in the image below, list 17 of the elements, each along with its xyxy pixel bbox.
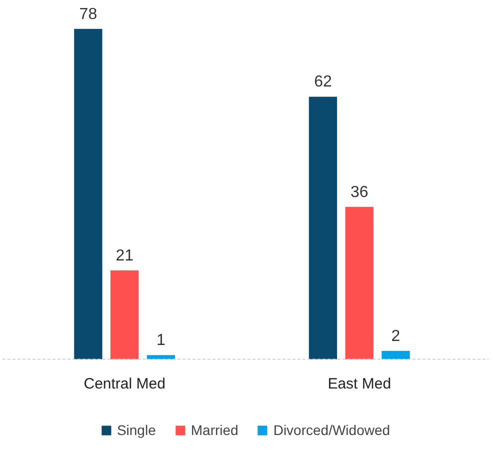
- legend-label: Divorced/Widowed: [273, 422, 390, 438]
- bar: [345, 206, 374, 360]
- data-label: 1: [156, 332, 166, 350]
- data-label: 21: [116, 247, 134, 264]
- bar: [382, 350, 410, 360]
- bar: [308, 96, 338, 360]
- data-label: 2: [391, 328, 400, 345]
- x-tick-label: Central Med: [84, 375, 166, 392]
- data-label: 36: [350, 184, 368, 201]
- bar: [146, 355, 176, 360]
- bar: [110, 270, 139, 360]
- data-label: 78: [79, 6, 98, 23]
- bar: [74, 28, 102, 360]
- x-tick-label: East Med: [328, 375, 392, 392]
- legend-label: Married: [190, 422, 238, 438]
- legend-label: Single: [116, 422, 156, 438]
- data-label: 62: [314, 74, 332, 91]
